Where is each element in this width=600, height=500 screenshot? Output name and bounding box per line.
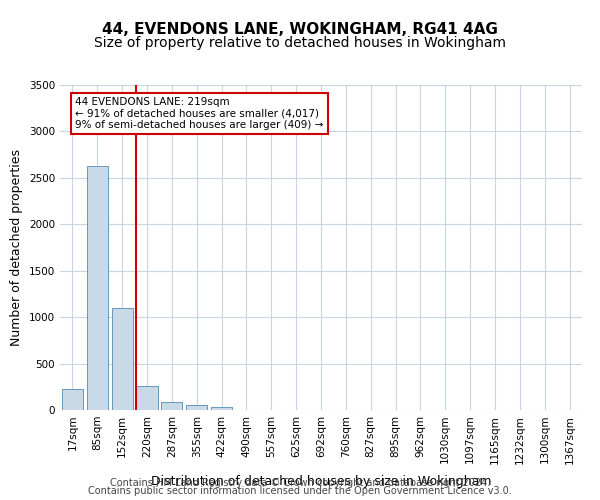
- Bar: [211, 407, 232, 410]
- Bar: [136, 386, 158, 410]
- Bar: [112, 308, 133, 410]
- Bar: [87, 166, 108, 410]
- Bar: [161, 402, 182, 410]
- Bar: [62, 388, 83, 410]
- Text: 44, EVENDONS LANE, WOKINGHAM, RG41 4AG: 44, EVENDONS LANE, WOKINGHAM, RG41 4AG: [102, 22, 498, 38]
- X-axis label: Distribution of detached houses by size in Wokingham: Distribution of detached houses by size …: [151, 474, 491, 488]
- Y-axis label: Number of detached properties: Number of detached properties: [10, 149, 23, 346]
- Text: 44 EVENDONS LANE: 219sqm
← 91% of detached houses are smaller (4,017)
9% of semi: 44 EVENDONS LANE: 219sqm ← 91% of detach…: [76, 97, 324, 130]
- Bar: [186, 405, 207, 410]
- Text: Contains public sector information licensed under the Open Government Licence v3: Contains public sector information licen…: [88, 486, 512, 496]
- Text: Contains HM Land Registry data © Crown copyright and database right 2024.: Contains HM Land Registry data © Crown c…: [110, 478, 490, 488]
- Text: Size of property relative to detached houses in Wokingham: Size of property relative to detached ho…: [94, 36, 506, 50]
